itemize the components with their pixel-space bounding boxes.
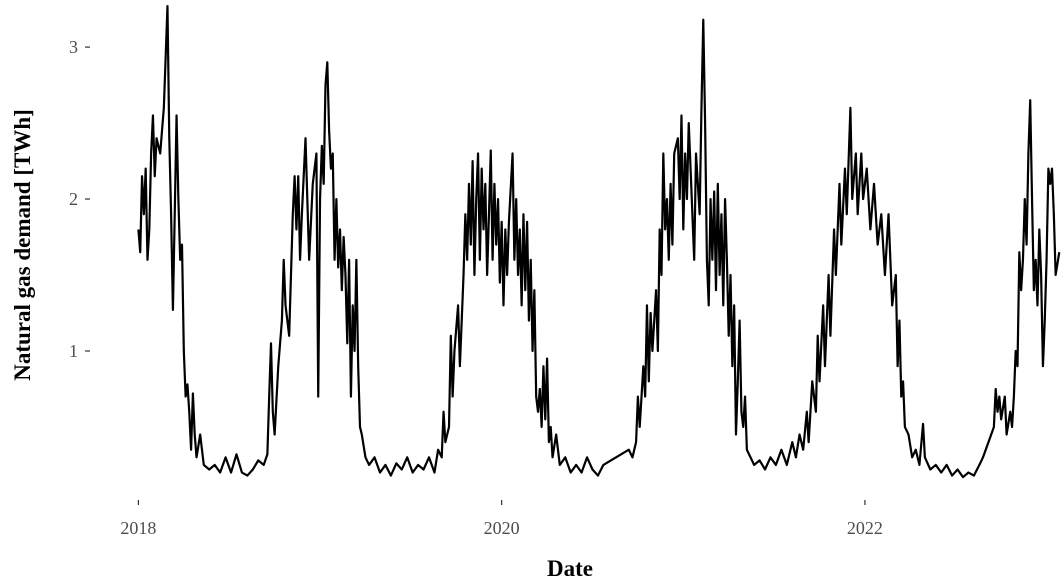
y-tick-label: 2 xyxy=(69,189,78,209)
x-tick-label: 2020 xyxy=(484,518,520,538)
y-tick-label: 3 xyxy=(69,37,78,57)
demand-line xyxy=(137,4,1061,479)
x-axis-title: Date xyxy=(547,556,593,581)
x-tick-label: 2018 xyxy=(120,518,156,538)
x-tick-label: 2022 xyxy=(847,518,883,538)
y-tick-label: 1 xyxy=(69,341,78,361)
y-axis-title: Natural gas demand [TWh] xyxy=(10,109,35,381)
